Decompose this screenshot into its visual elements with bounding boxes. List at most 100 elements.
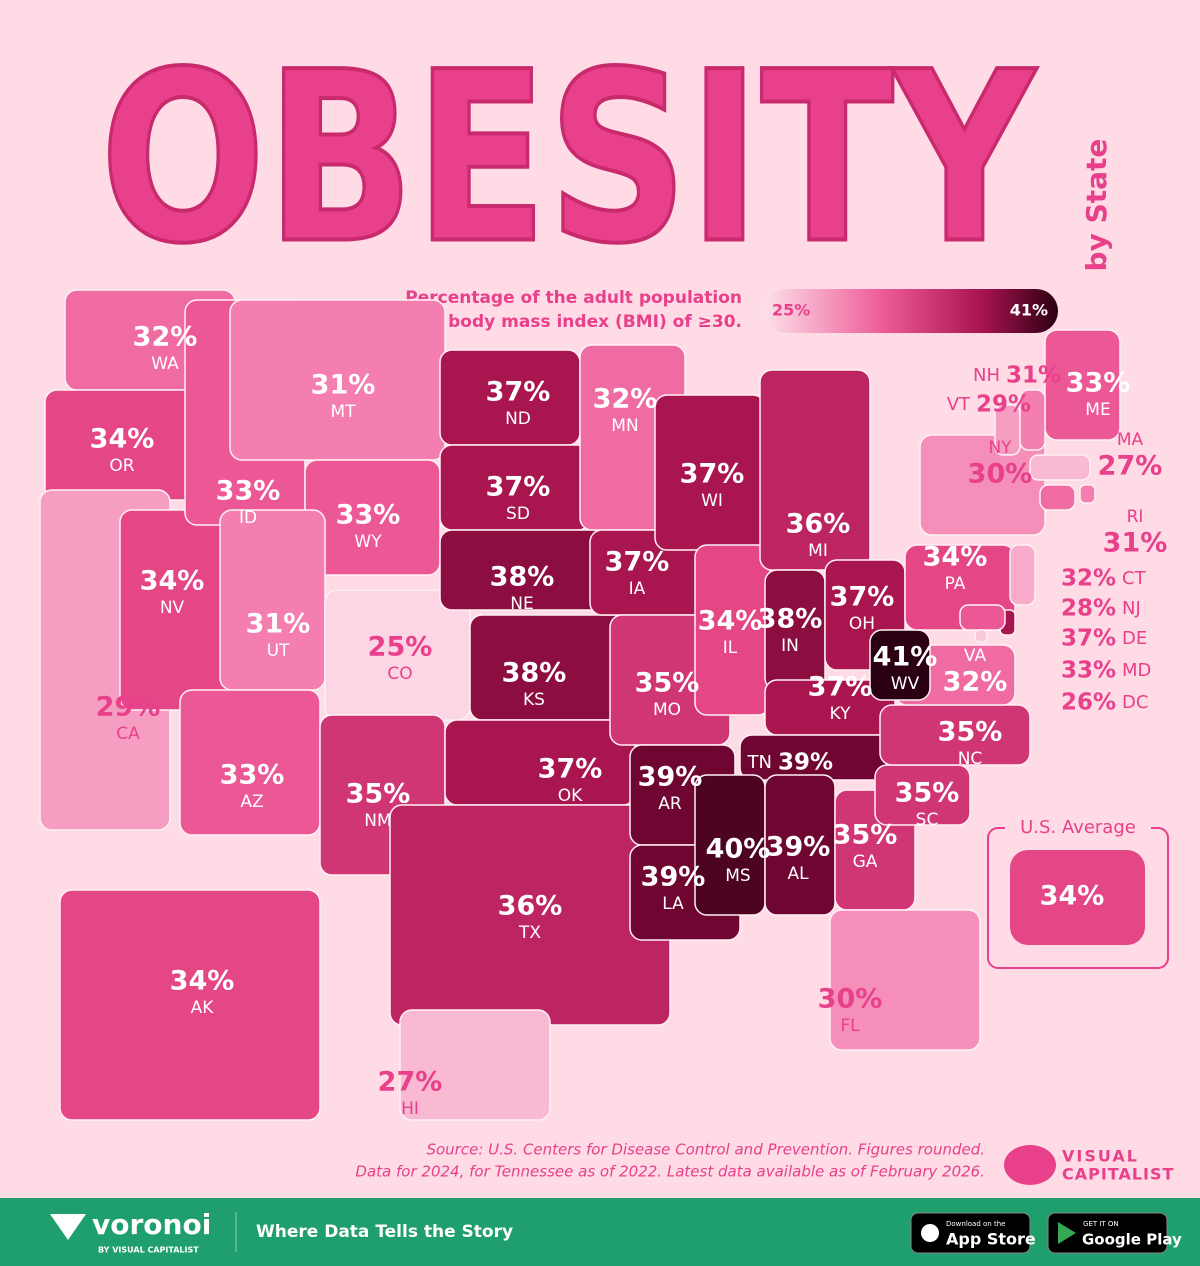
state-value: 38% xyxy=(490,562,555,593)
state-code: MD xyxy=(1122,660,1151,681)
state-code: AL xyxy=(787,864,809,884)
state-code: MA xyxy=(1117,430,1144,450)
state-value: 34% xyxy=(698,606,763,637)
state-shapes xyxy=(39,289,1121,1121)
state-code: ID xyxy=(239,508,257,528)
app-store-button[interactable] xyxy=(910,1212,1031,1254)
state-value: 37% xyxy=(486,377,551,408)
state-value: 34% xyxy=(90,424,155,455)
state-code: NM xyxy=(364,811,391,831)
state-code: IL xyxy=(723,638,738,658)
state xyxy=(759,369,871,571)
state xyxy=(869,629,931,701)
state-value: 33% xyxy=(220,760,285,791)
app-store-text: App Store xyxy=(946,1230,1036,1249)
state-value: 26% xyxy=(1061,690,1116,716)
legend-description: Percentage of the adult population xyxy=(405,288,742,308)
state-code: WI xyxy=(701,491,723,511)
state-code: NV xyxy=(160,598,185,618)
state-code: PA xyxy=(945,574,966,594)
apple-icon xyxy=(921,1224,939,1242)
state xyxy=(399,1009,551,1121)
state-value: 37% xyxy=(486,472,551,503)
brand-logo xyxy=(50,1214,86,1240)
state-code: OK xyxy=(558,786,583,806)
title: OBESITY xyxy=(100,22,1037,295)
state-code: NH xyxy=(973,365,1000,386)
state-value: 37% xyxy=(1061,626,1116,652)
state-code: LA xyxy=(662,894,684,914)
state-value: 32% xyxy=(943,667,1008,698)
google-play-button[interactable] xyxy=(1047,1212,1168,1254)
google-play-small: GET IT ON xyxy=(1083,1220,1119,1228)
state-code: MT xyxy=(330,402,356,422)
legend-max: 41% xyxy=(1010,301,1048,320)
us-average-label: 34% xyxy=(1040,881,1105,912)
state-code: HI xyxy=(401,1099,419,1119)
state xyxy=(1039,484,1076,511)
legend-gradient xyxy=(764,289,1058,333)
state-value: 36% xyxy=(786,509,851,540)
subtitle: by State xyxy=(1080,139,1113,272)
state-code: AK xyxy=(191,998,215,1018)
state xyxy=(974,629,988,643)
publisher-logo xyxy=(1004,1145,1056,1185)
state-code: CA xyxy=(116,724,140,744)
state-value: 41% xyxy=(873,642,938,673)
state-code: AR xyxy=(658,794,682,814)
state-value: 27% xyxy=(378,1067,443,1098)
state-code: NE xyxy=(510,594,533,614)
state-value: 29% xyxy=(96,692,161,723)
state xyxy=(59,889,321,1121)
state-code: TN xyxy=(747,752,772,773)
publisher-name: CAPITALIST xyxy=(1062,1165,1174,1184)
state-code: MI xyxy=(808,541,828,561)
app-store-small: Download on the xyxy=(946,1220,1005,1228)
state-code: WV xyxy=(891,674,920,694)
state-value: 31% xyxy=(311,370,376,401)
state-value: 36% xyxy=(498,891,563,922)
state-value: 32% xyxy=(1061,566,1116,592)
state-value: 29% xyxy=(976,392,1031,418)
state-value: 37% xyxy=(680,459,745,490)
state-value: 37% xyxy=(830,582,895,613)
state-code: IN xyxy=(781,636,799,656)
state-code: MS xyxy=(725,866,750,886)
state-value: 27% xyxy=(1098,451,1163,482)
state-value: 40% xyxy=(706,834,771,865)
state-code: VA xyxy=(964,646,987,666)
state-code: SC xyxy=(916,810,939,830)
state-value: 37% xyxy=(605,547,670,578)
state xyxy=(1079,484,1096,504)
state-code: VT xyxy=(947,394,971,415)
state-code: NY xyxy=(988,438,1012,458)
state xyxy=(1044,329,1121,441)
state-code: ME xyxy=(1085,400,1110,420)
state-value: 35% xyxy=(895,778,960,809)
state-code: FL xyxy=(840,1016,860,1036)
state-code: ND xyxy=(505,409,531,429)
us-average-title-bg xyxy=(1005,816,1151,840)
state-code: WY xyxy=(354,532,382,552)
state-code: IA xyxy=(629,579,646,599)
state-value: 34% xyxy=(923,542,988,573)
state-labels: 32%WA34%OR29%CA34%NV33%ID31%MT33%WY31%UT… xyxy=(90,322,1168,1120)
google-play-text: Google Play xyxy=(1082,1231,1182,1249)
state-value: 34% xyxy=(170,966,235,997)
state-code: CT xyxy=(1122,568,1147,589)
state-value: 38% xyxy=(502,658,567,689)
state-code: KS xyxy=(523,690,545,710)
tagline: Where Data Tells the Story xyxy=(256,1222,513,1242)
state xyxy=(1019,389,1046,451)
state-value: 39% xyxy=(638,762,703,793)
brand[interactable]: voronoi xyxy=(92,1208,211,1241)
state-value: 32% xyxy=(593,384,658,415)
source: Data for 2024, for Tennessee as of 2022.… xyxy=(355,1163,985,1181)
brand-sub: BY VISUAL CAPITALIST xyxy=(98,1246,199,1255)
state-code: OR xyxy=(109,456,134,476)
us-average-title: U.S. Average xyxy=(1020,817,1136,838)
state-value: 31% xyxy=(246,609,311,640)
state-code: SD xyxy=(506,504,530,524)
state-code: MN xyxy=(611,416,638,436)
state xyxy=(829,909,981,1051)
